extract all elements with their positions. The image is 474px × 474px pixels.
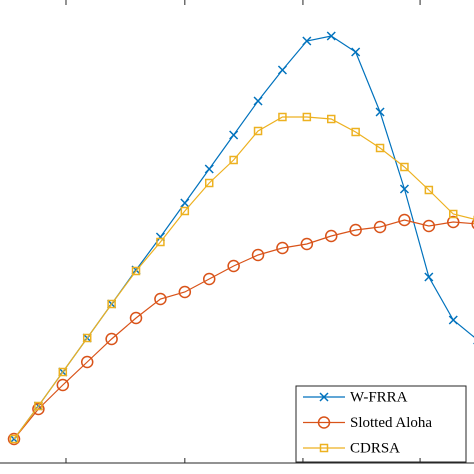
marker (278, 112, 287, 122)
marker (180, 206, 190, 216)
marker (399, 184, 409, 194)
marker (58, 367, 68, 377)
plot-area (7, 31, 474, 446)
marker (204, 164, 214, 174)
marker (32, 402, 45, 416)
marker (154, 292, 167, 306)
marker (424, 272, 434, 282)
marker (56, 378, 70, 392)
marker (326, 114, 336, 124)
marker (448, 315, 458, 325)
marker (449, 209, 458, 219)
marker (349, 223, 362, 237)
marker (178, 285, 192, 299)
marker (156, 237, 165, 247)
legend: W-FRRA Slotted Aloha CDRSA (295, 385, 467, 463)
marker (471, 218, 474, 230)
marker (324, 229, 338, 243)
marker (447, 215, 460, 229)
marker (373, 220, 387, 234)
legend-label: Slotted Aloha (350, 415, 432, 431)
marker (131, 266, 141, 276)
marker (277, 65, 287, 75)
series-line (13, 35, 474, 440)
marker (398, 213, 411, 227)
legend-marker (317, 416, 331, 429)
legend-box (295, 385, 467, 463)
marker (34, 401, 43, 411)
marker (9, 434, 19, 444)
marker (202, 272, 216, 286)
marker (229, 155, 238, 165)
marker (155, 232, 165, 242)
legend-label: W-FRRA (350, 389, 408, 405)
marker (253, 96, 263, 106)
marker (253, 126, 263, 136)
legend-marker (319, 443, 329, 453)
marker (105, 332, 118, 346)
marker (227, 259, 240, 273)
marker (300, 237, 314, 251)
marker (204, 178, 214, 188)
marker (424, 185, 434, 195)
marker (375, 143, 385, 153)
marker (302, 36, 312, 46)
marker (80, 355, 94, 369)
marker (229, 130, 239, 140)
marker (375, 107, 385, 117)
legend-label: CDRSA (350, 440, 400, 456)
marker (326, 31, 336, 41)
marker (129, 311, 143, 325)
marker (302, 112, 312, 122)
marker (251, 248, 265, 262)
marker (351, 47, 361, 57)
marker (276, 241, 289, 255)
marker (7, 432, 21, 446)
marker (180, 198, 190, 208)
marker (422, 219, 436, 233)
marker (400, 162, 409, 172)
marker (107, 299, 116, 309)
marker (82, 333, 92, 343)
marker (351, 127, 360, 137)
legend-marker (319, 392, 329, 402)
